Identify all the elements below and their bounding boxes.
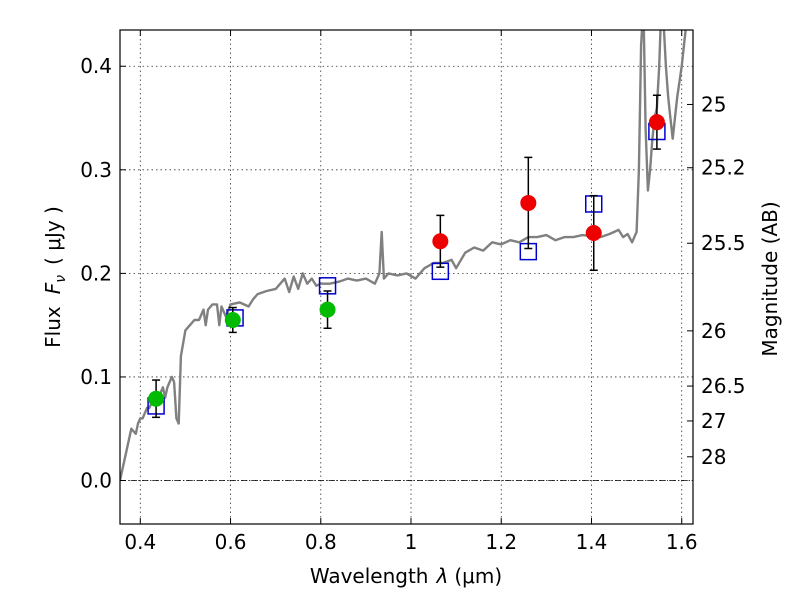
marker-layer [147, 94, 666, 419]
y-axis-subscript: ν [53, 275, 69, 283]
plot-area [120, 30, 687, 481]
plot-frame [119, 29, 694, 525]
y-axis-symbol: F [41, 282, 65, 294]
y-axis-label-text: Flux [41, 306, 65, 348]
y2-tick-label: 26 [701, 319, 726, 343]
red-data-point [585, 224, 602, 241]
y2-tick-label: 25.5 [701, 231, 746, 255]
green-data-point [148, 390, 165, 407]
x-tick-label: 1.2 [485, 530, 517, 554]
x-tick-layer: 0.4 0.6 0.8 1 1.2 1.4 1.6 [124, 30, 698, 554]
y2-tick-label: 25 [701, 92, 726, 116]
y2-axis-label: Magnitude (AB) [758, 201, 782, 356]
y-axis-label: Flux Fν ( μJy ) [41, 206, 69, 348]
x-axis-unit: (μm) [454, 564, 502, 588]
model-spectrum-line [120, 30, 687, 481]
x-tick-label: 1.4 [576, 530, 608, 554]
y2-tick-layer: 25 25.2 25.5 26 26.5 27 28 [687, 92, 746, 469]
y2-tick-label: 28 [701, 445, 726, 469]
green-data-point [319, 301, 336, 318]
y2-tick-label: 27 [701, 409, 726, 433]
x-tick-label: 1 [405, 530, 418, 554]
grid-layer [120, 30, 693, 524]
y-tick-label: 0.1 [80, 365, 112, 389]
y-tick-layer: 0.0 0.1 0.2 0.3 0.4 [80, 54, 126, 493]
x-axis-symbol: λ [436, 564, 449, 588]
red-data-point [648, 114, 665, 131]
y-tick-label: 0.2 [80, 261, 112, 285]
y-tick-label: 0.0 [80, 469, 112, 493]
y-axis-unit: ( μJy ) [41, 206, 65, 265]
x-tick-label: 0.8 [305, 530, 337, 554]
red-data-point [432, 233, 449, 250]
x-tick-label: 0.4 [124, 530, 156, 554]
y2-tick-label: 25.2 [701, 156, 746, 180]
x-tick-label: 1.6 [666, 530, 698, 554]
x-axis-label: Wavelength λ (μm) [310, 564, 502, 588]
green-data-point [224, 311, 241, 328]
x-axis-label-text: Wavelength [310, 564, 429, 588]
y-tick-label: 0.4 [80, 54, 112, 78]
x-tick-label: 0.6 [215, 530, 247, 554]
y-tick-label: 0.3 [80, 158, 112, 182]
y2-tick-label: 26.5 [701, 374, 746, 398]
red-data-point [520, 194, 537, 211]
